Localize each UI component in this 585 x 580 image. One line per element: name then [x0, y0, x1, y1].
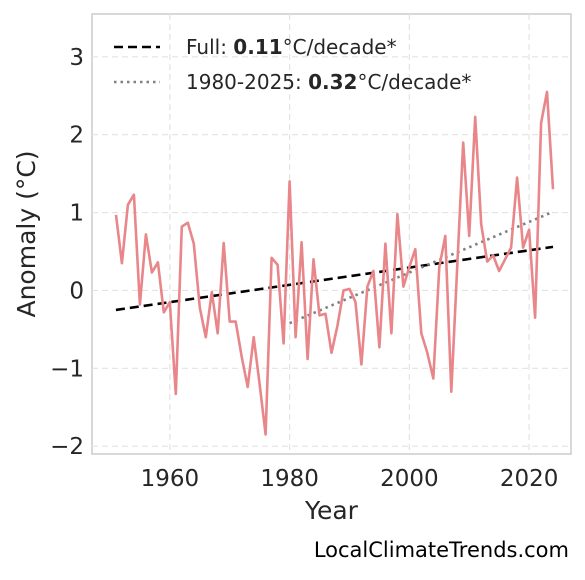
legend-full-value: 0.11 [233, 35, 282, 59]
watermark: LocalClimateTrends.com [313, 538, 569, 562]
y-tick-label: −1 [50, 356, 84, 382]
legend-entry-full: Full: 0.11°C/decade* [186, 35, 397, 59]
series-layer [114, 90, 555, 436]
x-tick-label: 2020 [500, 466, 559, 492]
legend: Full: 0.11°C/decade* 1980-2025: 0.32°C/d… [114, 35, 471, 94]
legend-recent-value: 0.32 [308, 70, 357, 94]
legend-full-prefix: Full: [186, 35, 233, 59]
legend-recent-suffix: °C/decade* [357, 70, 471, 94]
series-line [114, 90, 555, 436]
x-tick-label: 1980 [260, 466, 319, 492]
y-tick-label: 0 [69, 278, 84, 304]
plot-area [91, 13, 572, 455]
x-axis-label: Year [304, 496, 359, 525]
y-tick-labels: −2 −1 0 1 2 3 [50, 45, 84, 460]
legend-entry-recent: 1980-2025: 0.32°C/decade* [186, 70, 471, 94]
x-tick-label: 2000 [380, 466, 439, 492]
legend-recent-prefix: 1980-2025: [186, 70, 308, 94]
trend-line-full [115, 245, 554, 312]
trend-line-recent [289, 210, 554, 325]
trend-lines [115, 210, 554, 325]
legend-full-suffix: °C/decade* [283, 35, 397, 59]
y-tick-label: 1 [69, 201, 84, 227]
y-tick-label: −2 [50, 434, 84, 460]
y-axis-label: Anomaly (°C) [12, 150, 41, 317]
x-tick-label: 1960 [141, 466, 200, 492]
y-tick-label: 3 [69, 45, 84, 71]
y-tick-label: 2 [69, 123, 84, 149]
x-tick-labels: 1960 1980 2000 2020 [141, 466, 559, 492]
